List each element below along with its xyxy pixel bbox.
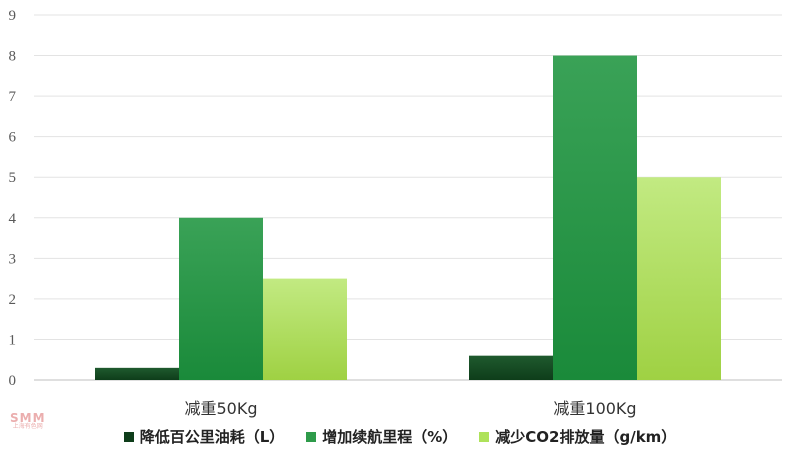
smm-watermark: SMM 上海有色网 — [10, 412, 46, 430]
legend-label-range: 增加续航里程（%） — [322, 428, 458, 446]
y-tick-label: 5 — [9, 170, 17, 186]
bar — [637, 177, 721, 380]
legend-swatch-fuel — [123, 431, 134, 442]
y-tick-label: 1 — [9, 332, 17, 348]
y-tick-label: 9 — [9, 8, 17, 24]
legend-swatch-co2 — [479, 431, 490, 442]
bar — [469, 355, 553, 380]
legend-label-co2: 减少CO2排放量（g/km） — [495, 428, 677, 446]
gridlines — [34, 14, 782, 381]
legend: 降低百公里油耗（L） 增加续航里程（%） 减少CO2排放量（g/km） — [0, 426, 800, 447]
bars — [95, 55, 721, 381]
watermark-subtext: 上海有色网 — [12, 423, 43, 430]
y-tick-label: 8 — [9, 49, 17, 65]
y-tick-label: 2 — [9, 292, 17, 308]
y-axis-tick-labels: 0 1 2 3 4 5 6 7 8 9 — [9, 8, 17, 389]
bar — [95, 367, 179, 380]
watermark-logo-text: SMM — [10, 411, 46, 425]
bar — [263, 278, 347, 380]
y-tick-label: 4 — [9, 211, 17, 227]
legend-swatch-range — [306, 431, 317, 442]
legend-label-fuel: 降低百公里油耗（L） — [139, 428, 285, 446]
x-tick-label: 减重100Kg — [553, 399, 636, 418]
y-tick-label: 0 — [9, 373, 17, 389]
legend-item-co2: 减少CO2排放量（g/km） — [479, 426, 676, 447]
y-tick-label: 6 — [9, 130, 17, 146]
y-tick-label: 7 — [9, 89, 17, 105]
x-axis-tick-labels: 减重50Kg 减重100Kg — [184, 399, 636, 418]
y-tick-label: 3 — [9, 251, 17, 267]
legend-item-range: 增加续航里程（%） — [306, 426, 457, 447]
legend-item-fuel: 降低百公里油耗（L） — [123, 426, 285, 447]
bar — [553, 55, 637, 381]
bar — [179, 217, 263, 380]
x-tick-label: 减重50Kg — [184, 399, 257, 418]
